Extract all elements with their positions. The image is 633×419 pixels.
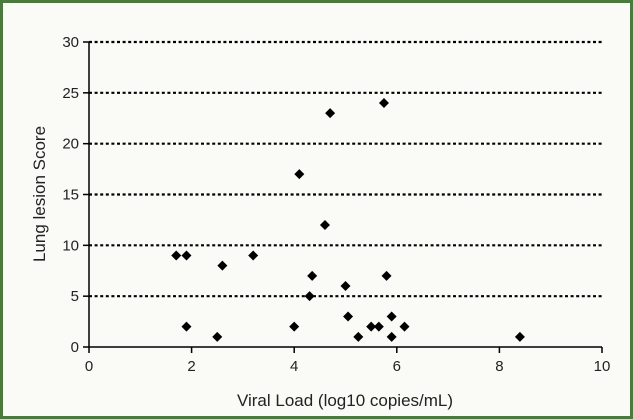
x-tick-label-0: 0 [85,358,93,375]
x-axis-title: Viral Load (log10 copies/mL) [237,391,453,410]
x-tick-label-10: 10 [594,358,611,375]
data-point-1 [181,250,192,261]
data-point-18 [381,270,392,281]
gridlines [89,40,602,298]
x-tick-label-2: 2 [187,358,195,375]
y-tick-label-30: 30 [62,34,79,51]
x-tick-label-8: 8 [495,358,503,375]
y-tick-label-20: 20 [62,136,79,153]
data-point-8 [304,291,315,302]
data-point-6 [289,321,300,332]
data-point-12 [340,281,351,291]
data-point-10 [319,220,330,230]
data-point-0 [171,250,182,261]
data-point-5 [248,250,259,261]
x-tick-label-4: 4 [290,358,298,375]
tick-labels: 0 5 10 15 20 25 30 0 2 4 6 8 10 [62,34,610,375]
data-point-11 [325,108,336,119]
data-point-19 [386,331,397,342]
data-points [171,98,525,342]
y-axis-title: Lung lesion Score [30,126,49,262]
axes [83,41,603,353]
data-point-2 [181,321,192,332]
data-point-3 [212,331,223,342]
data-point-7 [294,169,305,180]
y-tick-label-10: 10 [62,237,79,254]
data-point-15 [366,321,377,332]
data-point-17 [378,98,389,108]
data-point-4 [217,260,228,271]
y-tick-label-5: 5 [71,288,79,305]
data-point-14 [353,331,364,342]
y-tick-label-15: 15 [62,187,79,204]
data-point-13 [343,311,354,322]
data-point-16 [373,321,384,332]
y-tick-label-0: 0 [71,339,79,356]
data-point-20 [386,311,397,322]
x-tick-label-6: 6 [393,358,401,375]
data-point-22 [514,331,525,342]
y-tick-label-25: 25 [62,85,79,102]
data-point-9 [307,270,318,281]
data-point-21 [399,321,410,332]
